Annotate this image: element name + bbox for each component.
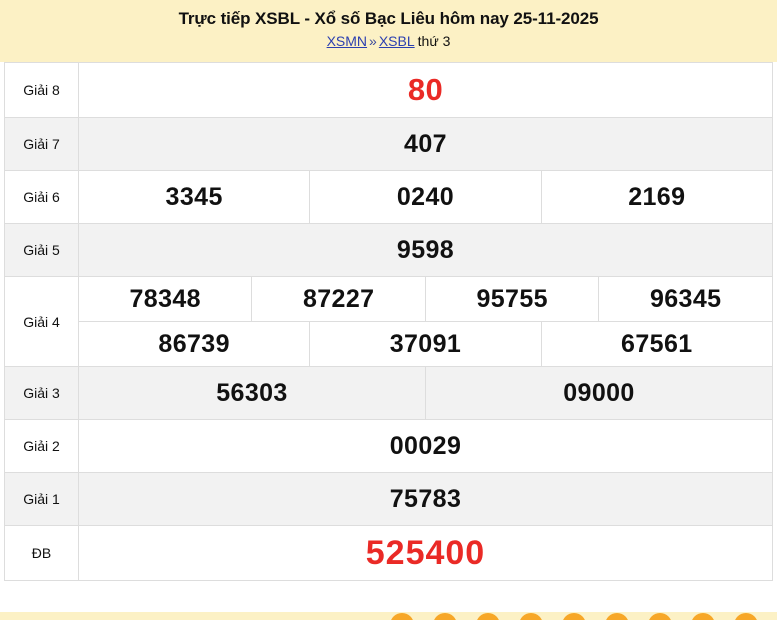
prize-number-4-3: 96345 xyxy=(598,276,773,322)
table-row-prize-5: Giải 5 9598 xyxy=(4,223,773,277)
prize-number-6-0: 3345 xyxy=(77,170,311,224)
page-title: Trực tiếp XSBL - Xổ số Bạc Liêu hôm nay … xyxy=(178,9,599,28)
table-row-prize-4-b: 86739 37091 67561 xyxy=(5,321,774,367)
prize-number-4-6: 67561 xyxy=(540,321,774,367)
prize-number-3-0: 56303 xyxy=(78,366,426,420)
table-row-prize-7: Giải 7 407 xyxy=(4,117,773,171)
prize-number-4-1: 87227 xyxy=(251,276,426,322)
table-row-prize-4-a: Giải 4 78348 87227 95755 96345 xyxy=(4,276,773,367)
prize-label-6: Giải 6 xyxy=(4,170,79,224)
page-header: Trực tiếp XSBL - Xổ số Bạc Liêu hôm nay … xyxy=(0,0,777,62)
lottery-ball-icon xyxy=(476,613,500,620)
lottery-ball-row xyxy=(390,613,777,620)
prize-number-5-0: 9598 xyxy=(78,223,773,277)
prize-number-4-4: 86739 xyxy=(77,321,311,367)
prize-label-4: Giải 4 xyxy=(4,276,79,367)
prize-label-1: Giải 1 xyxy=(4,472,79,526)
prize-number-6-1: 0240 xyxy=(309,170,542,224)
prize-label-db: ĐB xyxy=(4,525,79,581)
table-row-prize-8: Giải 8 80 xyxy=(4,62,773,118)
table-row-prize-3: Giải 3 56303 09000 xyxy=(4,366,774,420)
prize-number-4-5: 37091 xyxy=(309,321,542,367)
breadcrumb-link-xsbl[interactable]: XSBL xyxy=(378,33,415,49)
lottery-results-table: Giải 8 80 Giải 7 407 Giải 6 3345 0240 21… xyxy=(4,62,774,581)
lottery-ball-icon xyxy=(691,613,715,620)
prize-label-5: Giải 5 xyxy=(4,223,79,277)
lottery-ball-icon xyxy=(648,613,672,620)
table-row-prize-db: ĐB 525400 xyxy=(4,525,773,581)
prize-number-db-0: 525400 xyxy=(78,525,773,581)
lottery-ball-icon xyxy=(433,613,457,620)
prize-label-2: Giải 2 xyxy=(4,419,79,473)
table-row-prize-6: Giải 6 3345 0240 2169 xyxy=(4,170,774,224)
prize-number-6-2: 2169 xyxy=(540,170,774,224)
breadcrumb-day-of-week: thứ 3 xyxy=(417,33,451,49)
prize-label-3: Giải 3 xyxy=(4,366,79,420)
prize-number-4-2: 95755 xyxy=(424,276,600,322)
prize-label-8: Giải 8 xyxy=(4,62,79,118)
table-row-prize-1: Giải 1 75783 xyxy=(4,472,773,526)
breadcrumb-separator-icon: » xyxy=(369,33,377,49)
results-table-wrap: Giải 8 80 Giải 7 407 Giải 6 3345 0240 21… xyxy=(0,62,777,581)
prize-number-1-0: 75783 xyxy=(78,472,773,526)
prize-number-8-0: 80 xyxy=(78,62,773,118)
prize-number-7-0: 407 xyxy=(78,117,773,171)
lottery-ball-icon xyxy=(562,613,586,620)
breadcrumb: XSMN» XSBL thứ 3 xyxy=(0,32,777,51)
prize-number-3-1: 09000 xyxy=(424,366,774,420)
lottery-ball-icon xyxy=(519,613,543,620)
lottery-ball-icon xyxy=(605,613,629,620)
prize-number-4-0: 78348 xyxy=(77,276,253,322)
lottery-ball-strip xyxy=(0,612,777,620)
table-row-prize-2: Giải 2 00029 xyxy=(4,419,773,473)
lottery-ball-icon xyxy=(734,613,758,620)
lottery-ball-icon xyxy=(390,613,414,620)
breadcrumb-link-xsmn[interactable]: XSMN xyxy=(326,33,368,49)
prize-label-7: Giải 7 xyxy=(4,117,79,171)
prize-number-2-0: 00029 xyxy=(78,419,773,473)
